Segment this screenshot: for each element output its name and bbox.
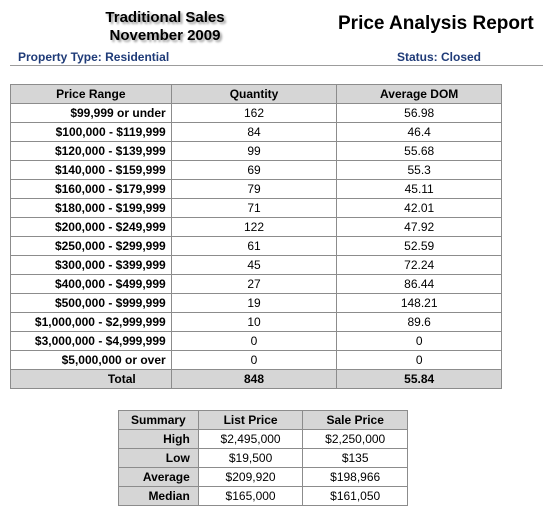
list-price-cell: $209,920 <box>197 467 304 487</box>
average-dom-cell: 56.98 <box>336 103 502 123</box>
price-range-cell: $160,000 - $179,999 <box>10 179 172 199</box>
table-row: $160,000 - $179,999 79 45.11 <box>10 179 502 199</box>
quantity-cell: 69 <box>170 160 338 180</box>
table-row: $400,000 - $499,999 27 86.44 <box>10 274 502 294</box>
column-header-average-dom: Average DOM <box>336 84 502 104</box>
summary-row-average: Average $209,920 $198,966 <box>118 467 408 487</box>
summary-row-low: Low $19,500 $135 <box>118 448 408 468</box>
total-average-dom: 55.84 <box>336 369 502 389</box>
price-range-cell: $120,000 - $139,999 <box>10 141 172 161</box>
average-dom-cell: 55.3 <box>336 160 502 180</box>
total-quantity: 848 <box>170 369 338 389</box>
price-range-cell: $500,000 - $999,999 <box>10 293 172 313</box>
header-divider <box>10 65 543 66</box>
quantity-cell: 122 <box>170 217 338 237</box>
summary-label: Average <box>118 467 199 487</box>
table-row: $99,999 or under 162 56.98 <box>10 103 502 123</box>
quantity-cell: 45 <box>170 255 338 275</box>
summary-row-high: High $2,495,000 $2,250,000 <box>118 429 408 449</box>
quantity-cell: 0 <box>170 350 338 370</box>
column-header-sale-price: Sale Price <box>302 410 408 430</box>
table-row: $300,000 - $399,999 45 72.24 <box>10 255 502 275</box>
list-price-cell: $19,500 <box>197 448 304 468</box>
sales-title: Traditional Sales November 2009 <box>100 9 230 45</box>
average-dom-cell: 89.6 <box>336 312 502 332</box>
table-row: $250,000 - $299,999 61 52.59 <box>10 236 502 256</box>
table-row: $3,000,000 - $4,999,999 0 0 <box>10 331 502 351</box>
sales-title-line1: Traditional Sales <box>105 9 225 26</box>
average-dom-cell: 42.01 <box>336 198 502 218</box>
quantity-cell: 61 <box>170 236 338 256</box>
average-dom-cell: 55.68 <box>336 141 502 161</box>
column-header-quantity: Quantity <box>170 84 338 104</box>
price-range-cell: $300,000 - $399,999 <box>10 255 172 275</box>
list-price-cell: $165,000 <box>197 486 304 506</box>
table-row: $500,000 - $999,999 19 148.21 <box>10 293 502 313</box>
average-dom-cell: 47.92 <box>336 217 502 237</box>
price-range-cell: $200,000 - $249,999 <box>10 217 172 237</box>
summary-label: High <box>118 429 199 449</box>
table-row: $1,000,000 - $2,999,999 10 89.6 <box>10 312 502 332</box>
property-type-label: Property Type: Residential <box>18 50 170 64</box>
sale-price-cell: $2,250,000 <box>302 429 408 449</box>
sale-price-cell: $198,966 <box>302 467 408 487</box>
column-header-price-range: Price Range <box>10 84 172 104</box>
average-dom-cell: 72.24 <box>336 255 502 275</box>
column-header-summary: Summary <box>118 410 199 430</box>
total-row: Total 848 55.84 <box>10 369 502 389</box>
price-range-cell: $140,000 - $159,999 <box>10 160 172 180</box>
quantity-cell: 27 <box>170 274 338 294</box>
table-row: $120,000 - $139,999 99 55.68 <box>10 141 502 161</box>
price-range-cell: $400,000 - $499,999 <box>10 274 172 294</box>
average-dom-cell: 0 <box>336 350 502 370</box>
total-label: Total <box>10 369 172 389</box>
average-dom-cell: 52.59 <box>336 236 502 256</box>
price-range-cell: $100,000 - $119,999 <box>10 122 172 142</box>
table-row: $5,000,000 or over 0 0 <box>10 350 502 370</box>
report-title: Price Analysis Report <box>338 13 534 34</box>
price-range-cell: $180,000 - $199,999 <box>10 198 172 218</box>
quantity-cell: 19 <box>170 293 338 313</box>
sales-title-line2: November 2009 <box>109 27 221 44</box>
quantity-cell: 99 <box>170 141 338 161</box>
column-header-list-price: List Price <box>197 410 304 430</box>
sale-price-cell: $161,050 <box>302 486 408 506</box>
table-row: $140,000 - $159,999 69 55.3 <box>10 160 502 180</box>
quantity-cell: 84 <box>170 122 338 142</box>
price-range-cell: $250,000 - $299,999 <box>10 236 172 256</box>
summary-header-row: Summary List Price Sale Price <box>118 410 408 430</box>
average-dom-cell: 45.11 <box>336 179 502 199</box>
summary-label: Median <box>118 486 199 506</box>
table-row: $200,000 - $249,999 122 47.92 <box>10 217 502 237</box>
summary-row-median: Median $165,000 $161,050 <box>118 486 408 506</box>
list-price-cell: $2,495,000 <box>197 429 304 449</box>
average-dom-cell: 86.44 <box>336 274 502 294</box>
table-header-row: Price Range Quantity Average DOM <box>10 84 502 104</box>
price-range-table: Price Range Quantity Average DOM $99,999… <box>10 84 502 389</box>
price-range-cell: $1,000,000 - $2,999,999 <box>10 312 172 332</box>
average-dom-cell: 148.21 <box>336 293 502 313</box>
price-range-cell: $3,000,000 - $4,999,999 <box>10 331 172 351</box>
quantity-cell: 10 <box>170 312 338 332</box>
average-dom-cell: 46.4 <box>336 122 502 142</box>
price-range-cell: $5,000,000 or over <box>10 350 172 370</box>
quantity-cell: 162 <box>170 103 338 123</box>
summary-label: Low <box>118 448 199 468</box>
table-row: $180,000 - $199,999 71 42.01 <box>10 198 502 218</box>
status-label: Status: Closed <box>397 50 482 64</box>
average-dom-cell: 0 <box>336 331 502 351</box>
quantity-cell: 71 <box>170 198 338 218</box>
quantity-cell: 0 <box>170 331 338 351</box>
sale-price-cell: $135 <box>302 448 408 468</box>
quantity-cell: 79 <box>170 179 338 199</box>
price-range-cell: $99,999 or under <box>10 103 172 123</box>
summary-table: Summary List Price Sale Price High $2,49… <box>118 410 408 506</box>
table-row: $100,000 - $119,999 84 46.4 <box>10 122 502 142</box>
